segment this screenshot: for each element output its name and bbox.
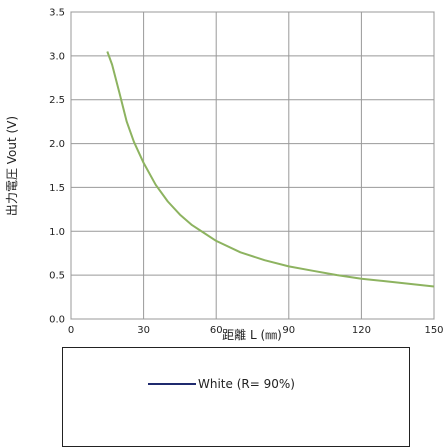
legend-entry-white: White (R= 90%) bbox=[148, 376, 295, 392]
legend bbox=[62, 347, 410, 447]
x-axis-label: 距離 L (㎜) bbox=[222, 328, 282, 342]
x-tick-labels: 0 30 60 90 120 150 bbox=[68, 325, 444, 336]
y-tick-label: 0.0 bbox=[49, 315, 65, 326]
series-line-white bbox=[106, 51, 435, 288]
y-tick-labels: 0.0 0.5 1.0 1.5 2.0 2.5 3.0 3.5 bbox=[49, 8, 65, 326]
x-tick-label: 0 bbox=[68, 325, 74, 336]
y-tick-label: 0.5 bbox=[49, 271, 65, 282]
y-tick-label: 2.5 bbox=[49, 95, 65, 106]
grid-lines bbox=[70, 11, 435, 320]
y-tick-label: 1.0 bbox=[49, 227, 65, 238]
y-axis-label: 出力電圧 Vout (V) bbox=[5, 116, 19, 216]
legend-label: White (R= 90%) bbox=[198, 377, 295, 391]
x-tick-label: 90 bbox=[282, 325, 295, 336]
y-tick-label: 2.0 bbox=[49, 139, 65, 150]
y-tick-label: 3.0 bbox=[49, 51, 65, 62]
x-tick-label: 150 bbox=[424, 325, 443, 336]
line-chart: 0 30 60 90 120 150 0.0 0.5 1.0 1.5 2.0 2.5 3.0 3.5 距… bbox=[5, 8, 444, 343]
x-tick-label: 30 bbox=[137, 325, 150, 336]
plot-area bbox=[70, 11, 435, 320]
x-tick-label: 60 bbox=[210, 325, 223, 336]
legend-swatch bbox=[148, 383, 196, 385]
x-tick-label: 120 bbox=[352, 325, 371, 336]
y-tick-label: 1.5 bbox=[49, 183, 65, 194]
y-tick-label: 3.5 bbox=[49, 8, 65, 19]
